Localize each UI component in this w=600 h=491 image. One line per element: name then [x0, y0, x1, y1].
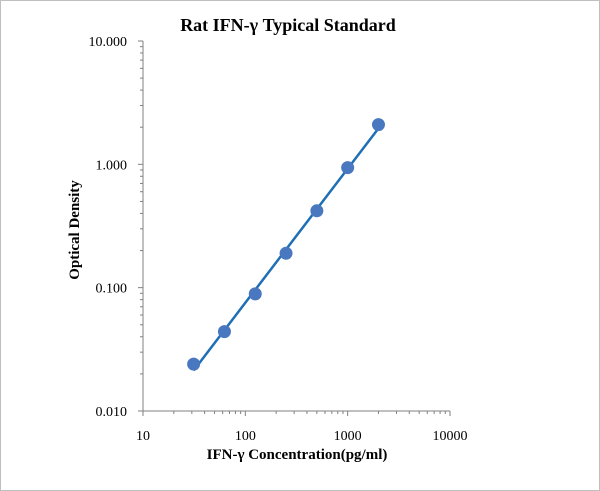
x-axis-ticks: 10 100 1000 10000 — [136, 411, 468, 444]
chart-title: Rat IFN-γ Typical Standard — [180, 15, 396, 35]
data-point — [341, 161, 355, 175]
x-tick-label: 100 — [235, 429, 256, 444]
data-point — [248, 287, 262, 301]
y-tick-label: 0.010 — [96, 405, 128, 420]
y-tick-label: 0.100 — [96, 282, 128, 297]
data-points — [187, 118, 385, 371]
data-point — [371, 118, 385, 132]
data-point — [310, 204, 324, 218]
y-axis-ticks: 10.000 1.000 0.100 0.010 — [89, 35, 143, 420]
data-point — [217, 325, 231, 339]
x-tick-label: 1000 — [334, 429, 362, 444]
y-tick-label: 10.000 — [89, 35, 128, 50]
y-axis-label: Optical Density — [67, 180, 83, 280]
x-tick-label: 10 — [136, 429, 150, 444]
y-tick-label: 1.000 — [96, 158, 128, 173]
data-point — [279, 246, 293, 260]
axes — [142, 41, 450, 412]
x-axis-label: IFN-γ Concentration(pg/ml) — [207, 447, 388, 463]
data-point — [187, 357, 201, 371]
x-tick-label: 10000 — [433, 429, 468, 444]
